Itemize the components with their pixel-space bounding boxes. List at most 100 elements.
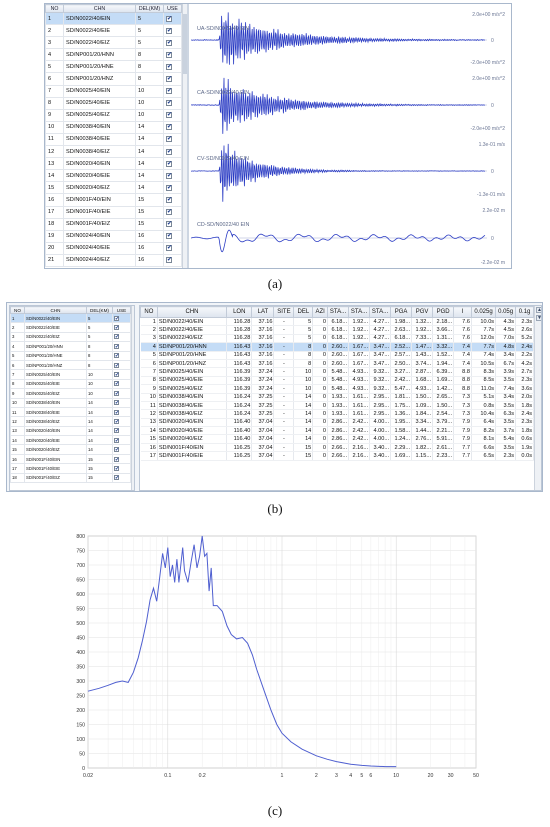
column-header[interactable]: PGA	[390, 306, 413, 318]
channel-row[interactable]: 6 SD/NP001/20/HNZ 8 ✔	[45, 72, 182, 86]
channel-row[interactable]: 7 SD/N0025/40/EIN 10 ✔	[45, 84, 182, 98]
table-row[interactable]: 3 SD/N0022/40/EIZ 116.28 37.16-5 0 6.18... 1.9…	[140, 334, 534, 344]
table-row[interactable]: 4 SD/NP001/20/HNN 116.43 37.16-8 0 2.60... 1.6…	[140, 342, 534, 352]
column-header[interactable]: I	[453, 306, 472, 318]
table-row[interactable]: 16 SD/N001F/40/EIN 116.25 37.04-15 0 2.66... 2…	[140, 443, 534, 453]
channel-row[interactable]: 3 SD/N0022/40/EIZ 5 ✔	[10, 331, 131, 343]
channel-row[interactable]: 16 SD/N001F/40/EIN 15 ✔	[10, 453, 131, 465]
use-checkbox[interactable]: ✔	[114, 353, 120, 360]
channel-row[interactable]: 8 SD/N0025/40/EIE 10 ✔	[10, 378, 131, 390]
channel-row[interactable]: 18 SD/N001F/40/EIZ 15 ✔	[45, 217, 182, 231]
use-checkbox[interactable]: ✔	[114, 372, 120, 379]
table-row[interactable]: 11 SD/N0038/40/EIE 116.24 37.25-14 0 1.93... 1…	[140, 401, 534, 411]
use-checkbox[interactable]: ✔	[114, 437, 120, 444]
channel-row[interactable]: 1 SD/N0022/40/EIN 5 ✔	[10, 312, 131, 324]
use-checkbox[interactable]: ✔	[166, 233, 173, 240]
use-checkbox[interactable]: ✔	[166, 27, 173, 34]
channel-row[interactable]: 1 SD/N0022/40/EIN 5 ✔	[45, 11, 182, 26]
channel-row[interactable]: 6 SD/NP001/20/HNZ 8 ✔	[10, 359, 131, 371]
column-header-use[interactable]: USE	[163, 4, 182, 13]
channel-row[interactable]: 2 SD/N0022/40/EIE 5 ✔	[45, 24, 182, 38]
channel-row[interactable]: 8 SD/N0025/40/EIE 10 ✔	[45, 96, 182, 110]
use-checkbox[interactable]: ✔	[114, 456, 120, 463]
use-checkbox[interactable]: ✔	[166, 184, 173, 191]
use-checkbox[interactable]: ✔	[166, 112, 173, 119]
table-row[interactable]: 17 SD/N001F/40/EIE 116.25 37.04-15 0 2.66... 2…	[140, 451, 534, 461]
column-header[interactable]: LON	[226, 306, 253, 318]
channel-row[interactable]: 9 SD/N0025/40/EIZ 10 ✔	[45, 108, 182, 122]
channel-row[interactable]: 4 SD/NP001/20/HNN 8 ✔	[45, 48, 182, 62]
column-header-del[interactable]: DEL(KM)	[86, 306, 113, 314]
channel-list-scrollbar[interactable]	[182, 4, 187, 268]
table-row[interactable]: 6 SD/NP001/20/HNZ 116.43 37.16-8 0 2.60... 1.6…	[140, 359, 534, 369]
use-checkbox[interactable]: ✔	[114, 390, 120, 397]
channel-row[interactable]: 15 SD/N0020/40/EIZ 14 ✔	[10, 444, 131, 455]
use-checkbox[interactable]: ✔	[166, 76, 173, 83]
column-header-chn[interactable]: CHN	[24, 306, 87, 314]
table-row[interactable]: 5 SD/NP001/20/HNE 116.43 37.16-8 0 2.60... 1.6…	[140, 351, 534, 360]
channel-row[interactable]: 21 SD/N0024/40/EIZ 16 ✔	[45, 253, 182, 267]
table-row[interactable]: 2 SD/N0022/40/EIE 116.28 37.16-5 0 6.18... 1.9…	[140, 325, 534, 335]
channel-row[interactable]: 18 SD/N001F/40/EIZ 15 ✔	[10, 472, 131, 484]
use-checkbox[interactable]: ✔	[166, 124, 173, 131]
column-header[interactable]: STA...	[326, 306, 350, 318]
channel-row[interactable]: 12 SD/N0038/40/EIZ 14 ✔	[45, 145, 182, 159]
column-header-use[interactable]: USE	[112, 306, 131, 314]
use-checkbox[interactable]: ✔	[114, 343, 120, 350]
column-header-no[interactable]: NO	[45, 4, 64, 13]
scroll-up-icon[interactable]: ▲	[536, 307, 542, 313]
column-header[interactable]: 0.025g	[470, 306, 497, 318]
table-row[interactable]: 9 SD/N0025/40/EIZ 116.39 37.24-10 0 5.48... 4.…	[140, 384, 534, 394]
table-row[interactable]: 7 SD/N0025/40/EIN 116.39 37.24-10 0 5.48... 4.…	[140, 367, 534, 377]
use-checkbox[interactable]: ✔	[166, 15, 173, 22]
use-checkbox[interactable]: ✔	[114, 381, 120, 388]
use-checkbox[interactable]: ✔	[166, 100, 173, 107]
use-checkbox[interactable]: ✔	[114, 334, 120, 341]
table-row[interactable]: 10 SD/N0038/40/EIN 116.24 37.25-14 0 1.93... 1…	[140, 393, 534, 402]
use-checkbox[interactable]: ✔	[166, 257, 173, 264]
column-header-del[interactable]: DEL(KM)	[135, 4, 164, 13]
use-checkbox[interactable]: ✔	[166, 63, 173, 70]
use-checkbox[interactable]: ✔	[114, 418, 120, 425]
use-checkbox[interactable]: ✔	[114, 325, 120, 332]
column-header[interactable]: 0.1g	[515, 306, 534, 318]
channel-row[interactable]: 14 SD/N0020/40/EIE 14 ✔	[45, 169, 182, 183]
column-header[interactable]: 0.05g	[495, 306, 517, 318]
channel-row[interactable]: 10 SD/N0038/40/EIN 14 ✔	[45, 120, 182, 134]
table-row[interactable]: 15 SD/N0020/40/EIZ 116.40 37.04-14 0 2.86... 2…	[140, 434, 534, 444]
channel-row[interactable]: 7 SD/N0025/40/EIN 10 ✔	[10, 369, 131, 380]
scrollbar-thumb[interactable]	[183, 14, 187, 74]
use-checkbox[interactable]: ✔	[166, 196, 173, 203]
column-header[interactable]: CHN	[156, 306, 228, 318]
channel-row[interactable]: 4 SD/NP001/20/HNN 8 ✔	[10, 341, 131, 352]
column-header-no[interactable]: NO	[10, 306, 25, 314]
scroll-down-icon[interactable]: ▼	[536, 315, 542, 321]
use-checkbox[interactable]: ✔	[114, 362, 120, 369]
column-header[interactable]: AZI	[312, 306, 328, 318]
channel-row[interactable]: 5 SD/NP001/20/HNE 8 ✔	[45, 60, 182, 74]
channel-row[interactable]: 3 SD/N0022/40/EIZ 5 ✔	[45, 36, 182, 50]
channel-row[interactable]: 17 SD/N001F/40/EIE 15 ✔	[45, 205, 182, 219]
channel-row[interactable]: 16 SD/N001F/40/EIN 15 ✔	[45, 193, 182, 207]
channel-row[interactable]: 13 SD/N0020/40/EIN 14 ✔	[10, 425, 131, 437]
use-checkbox[interactable]: ✔	[114, 447, 120, 454]
channel-row[interactable]: 20 SD/N0024/40/EIE 16 ✔	[45, 241, 182, 255]
use-checkbox[interactable]: ✔	[114, 409, 120, 416]
parameter-table-scrollbar[interactable]: ▲ ▼	[534, 306, 542, 490]
column-header-chn[interactable]: CHN	[63, 4, 136, 13]
table-row[interactable]: 13 SD/N0020/40/EIN 116.40 37.04-14 0 2.86... 2…	[140, 418, 534, 428]
column-header[interactable]: LAT	[251, 306, 275, 318]
channel-row[interactable]: 13 SD/N0020/40/EIN 14 ✔	[45, 157, 182, 171]
splitter[interactable]	[187, 4, 189, 268]
use-checkbox[interactable]: ✔	[166, 136, 173, 143]
column-header[interactable]: SITE	[273, 306, 295, 318]
column-header[interactable]: NO	[140, 306, 158, 318]
use-checkbox[interactable]: ✔	[166, 172, 173, 179]
channel-row[interactable]: 11 SD/N0038/40/EIE 14 ✔	[10, 406, 131, 418]
channel-row[interactable]: 11 SD/N0038/40/EIE 14 ✔	[45, 132, 182, 147]
table-row[interactable]: 1 SD/N0022/40/EIN 116.28 37.16-5 0 6.18... 1.9…	[140, 317, 534, 327]
use-checkbox[interactable]: ✔	[166, 221, 173, 228]
column-header[interactable]: STA...	[348, 306, 371, 318]
channel-row[interactable]: 19 SD/N0024/40/EIN 16 ✔	[45, 229, 182, 243]
use-checkbox[interactable]: ✔	[166, 245, 173, 252]
